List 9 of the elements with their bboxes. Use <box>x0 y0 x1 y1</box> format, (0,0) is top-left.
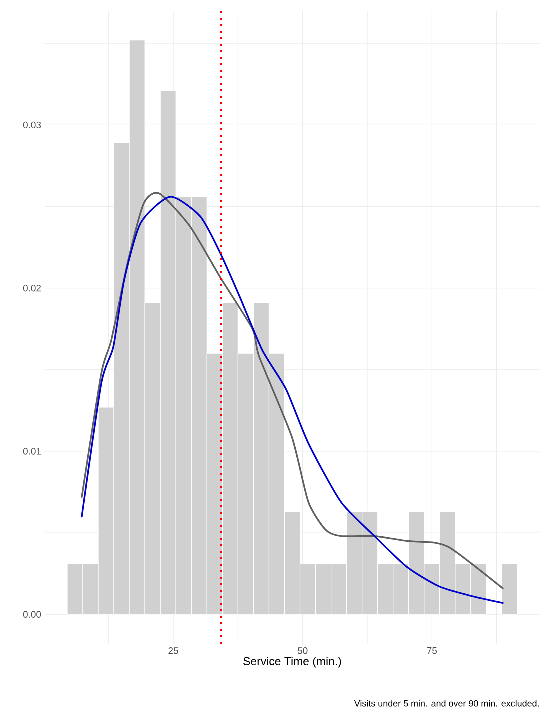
y-tick-label: 0.00 <box>23 611 42 618</box>
y-tick-label: 0.01 <box>23 448 42 455</box>
y-tick-label: 0.03 <box>23 122 42 129</box>
y-tick-label: 0.02 <box>23 284 42 292</box>
x-tick-label: 25 <box>168 648 178 654</box>
x-tick-label: 75 <box>427 648 438 654</box>
x-tick-label: 50 <box>298 648 308 654</box>
text: Visits under 5 min. and over 90 min. excluded. <box>354 700 539 707</box>
x-axis-title: Service Time (min.) <box>244 657 342 668</box>
